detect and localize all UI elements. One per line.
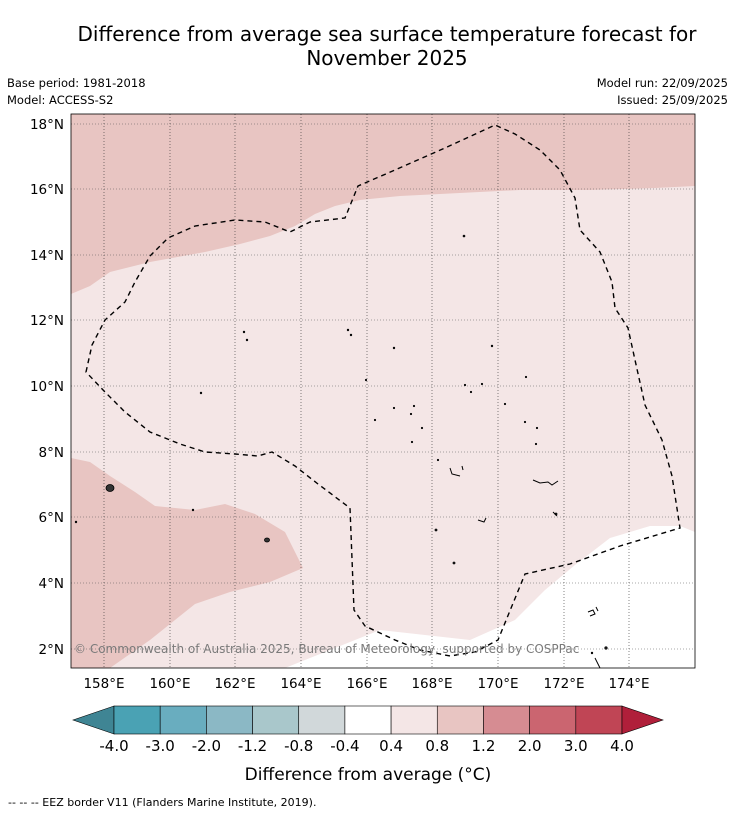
colorbar-bin xyxy=(298,705,346,735)
colorbar-tick: 4.0 xyxy=(610,737,634,755)
model-name: Model: ACCESS-S2 xyxy=(7,93,114,107)
base-period: Base period: 1981-2018 xyxy=(7,76,146,90)
lat-label: 18°N xyxy=(30,117,64,133)
lon-label: 162°E xyxy=(214,676,255,692)
lon-label: 172°E xyxy=(543,676,584,692)
colorbar-bin xyxy=(390,705,438,735)
colorbar-bin xyxy=(529,705,577,735)
issued-date: Issued: 25/09/2025 xyxy=(617,93,728,107)
lat-label: 12°N xyxy=(30,313,64,329)
colorbar-bin xyxy=(252,705,300,735)
latitude-labels: 18°N 16°N 14°N 12°N 10°N 8°N 6°N 4°N 2°N xyxy=(30,117,64,658)
eez-footnote: -- -- -- EEZ border V11 (Flanders Marine… xyxy=(8,796,317,809)
map-title: Difference from average sea surface temp… xyxy=(40,22,734,70)
colorbar-label: Difference from average (°C) xyxy=(245,765,492,785)
colorbar-over-triangle xyxy=(621,705,664,735)
colorbar-tick: 0.4 xyxy=(379,737,403,755)
eez-border xyxy=(85,124,681,657)
colorbar-bin xyxy=(206,705,253,735)
colorbar-tick-labels: -4.0 -3.0 -2.0 -1.2 -0.8 -0.4 0.4 0.8 1.2 2.0 3.0 4… xyxy=(99,737,634,755)
map-panel: © Commonwealth of Australia 2025, Bureau… xyxy=(71,114,695,668)
colorbar-bins xyxy=(113,705,623,735)
lat-label: 16°N xyxy=(30,182,64,198)
lat-label: 10°N xyxy=(30,379,64,395)
lon-label: 158°E xyxy=(83,676,124,692)
map-frame xyxy=(70,113,696,669)
colorbar-under-triangle xyxy=(72,705,115,735)
meta-right: Model run: 22/09/2025 Issued: 25/09/2025 xyxy=(597,75,728,109)
colorbar-tick: -0.8 xyxy=(284,737,313,755)
lon-label: 168°E xyxy=(411,676,452,692)
copyright-text: © Commonwealth of Australia 2025, Bureau… xyxy=(74,642,579,656)
lat-label: 6°N xyxy=(39,510,64,526)
colorbar-bin xyxy=(575,705,623,735)
title-line-2: November 2025 xyxy=(306,46,468,70)
lon-label: 174°E xyxy=(608,676,649,692)
colorbar-bin xyxy=(436,705,484,735)
latitude-gridlines xyxy=(71,123,695,650)
colorbar-bin xyxy=(483,705,530,735)
model-run: Model run: 22/09/2025 xyxy=(596,76,728,90)
atoll-outlines xyxy=(449,465,601,668)
lon-label: 160°E xyxy=(149,676,190,692)
colorbar-tick: 2.0 xyxy=(518,737,542,755)
colorbar-tick: 3.0 xyxy=(564,737,588,755)
lat-label: 4°N xyxy=(39,576,64,592)
colorbar-bin xyxy=(113,705,161,735)
longitude-labels: 158°E 160°E 162°E 164°E 166°E 168°E 170°… xyxy=(83,676,649,692)
colorbar-tick: 0.8 xyxy=(425,737,449,755)
colorbar-bin xyxy=(159,705,207,735)
lat-label: 14°N xyxy=(30,248,64,264)
colorbar-tick: 1.2 xyxy=(472,737,496,755)
lon-label: 170°E xyxy=(477,676,518,692)
colorbar-tick: -4.0 xyxy=(99,737,128,755)
anomaly-region-north xyxy=(71,114,695,294)
colorbar-tick: -3.0 xyxy=(146,737,175,755)
meta-left: Base period: 1981-2018 Model: ACCESS-S2 xyxy=(7,75,146,109)
colorbar-tick: -2.0 xyxy=(192,737,221,755)
colorbar: -4.0 -3.0 -2.0 -1.2 -0.8 -0.4 0.4 0.8 1.2 2.0 3.0 4… xyxy=(72,705,664,785)
lon-label: 164°E xyxy=(280,676,321,692)
anomaly-region-southeast xyxy=(285,526,695,668)
colorbar-tick: -1.2 xyxy=(238,737,267,755)
lat-label: 2°N xyxy=(39,642,64,658)
colorbar-tick: -0.4 xyxy=(330,737,359,755)
lat-label: 8°N xyxy=(39,445,64,461)
anomaly-region-southwest xyxy=(71,458,303,668)
colorbar-bin xyxy=(344,705,392,735)
lon-label: 166°E xyxy=(346,676,387,692)
title-line-1: Difference from average sea surface temp… xyxy=(77,22,697,46)
